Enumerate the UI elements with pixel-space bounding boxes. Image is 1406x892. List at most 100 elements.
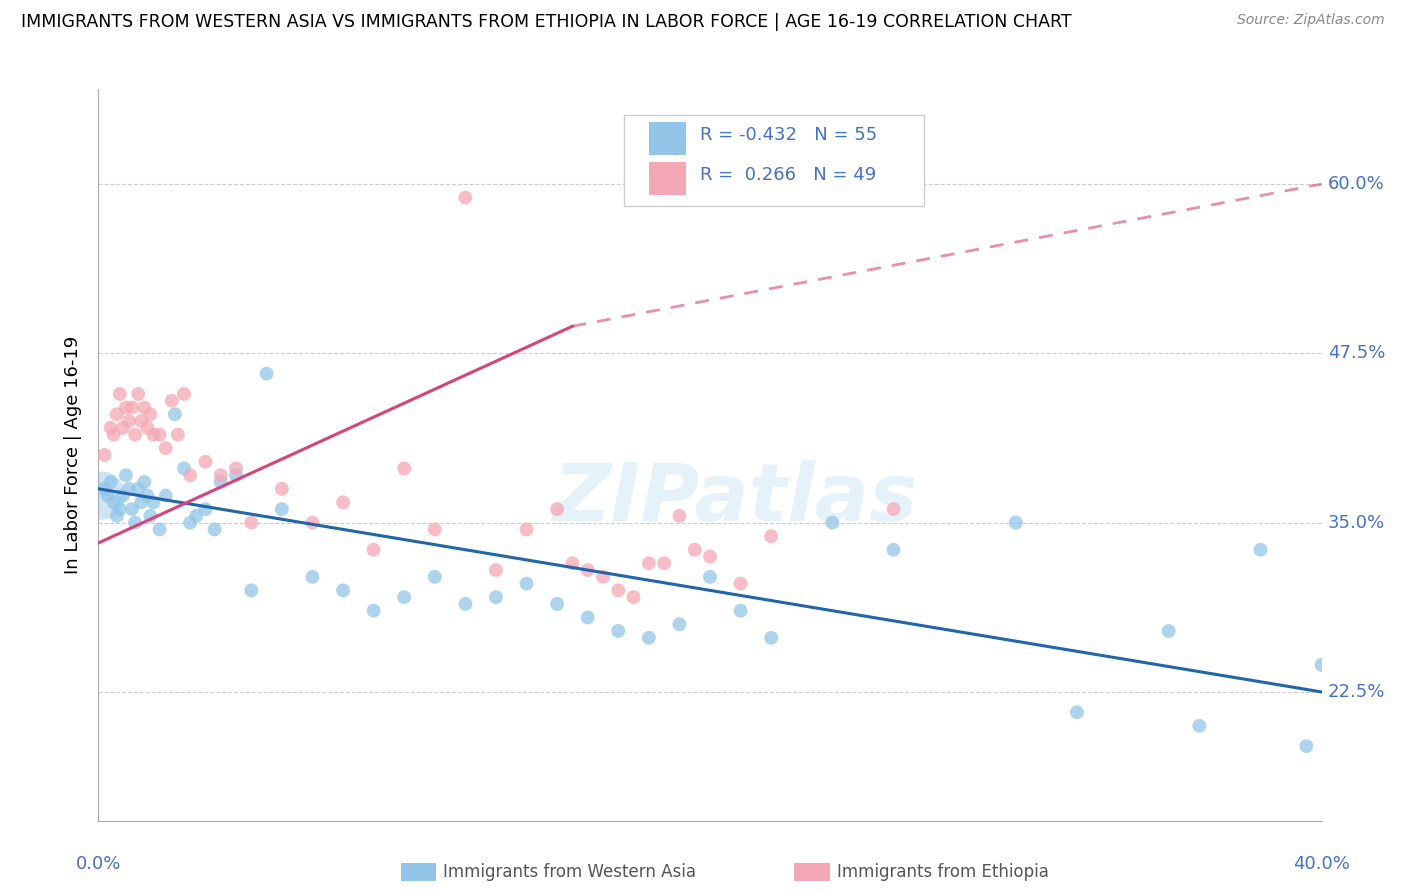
Text: 0.0%: 0.0% (76, 855, 121, 872)
Point (209, 468, 232, 483)
Point (136, 421, 159, 435)
Point (1188, 719, 1211, 733)
Point (142, 427, 165, 442)
Point (637, 631, 661, 645)
Point (546, 502, 568, 516)
Point (759, 529, 782, 543)
Point (1004, 516, 1026, 530)
Point (668, 617, 690, 632)
Point (883, 542, 905, 557)
Point (100, 475, 122, 489)
Point (576, 563, 599, 577)
Point (363, 542, 385, 557)
Point (121, 401, 143, 415)
Point (730, 576, 752, 591)
Point (423, 570, 446, 584)
Point (301, 516, 323, 530)
Point (136, 489, 159, 503)
Point (1157, 624, 1180, 638)
Point (546, 597, 568, 611)
Text: 35.0%: 35.0% (1327, 514, 1385, 532)
Point (607, 583, 630, 598)
Point (118, 414, 141, 428)
Point (1310, 657, 1333, 672)
Point (97, 489, 120, 503)
Text: R = -0.432   N = 55: R = -0.432 N = 55 (700, 126, 877, 144)
Point (186, 508, 208, 523)
Point (576, 610, 599, 624)
Text: 47.5%: 47.5% (1327, 344, 1385, 362)
Point (105, 407, 128, 421)
Point (173, 461, 195, 475)
Point (301, 570, 323, 584)
Point (115, 401, 138, 415)
Text: Source: ZipAtlas.com: Source: ZipAtlas.com (1237, 13, 1385, 28)
Text: Immigrants from Ethiopia: Immigrants from Ethiopia (837, 863, 1049, 881)
Point (115, 468, 138, 483)
Point (149, 523, 172, 537)
Point (127, 482, 149, 496)
Point (129, 414, 152, 428)
Point (454, 597, 477, 611)
Point (111, 421, 134, 435)
Point (821, 516, 844, 530)
Point (699, 549, 721, 564)
Point (668, 508, 690, 523)
Text: R =  0.266   N = 49: R = 0.266 N = 49 (700, 166, 876, 184)
Point (142, 495, 165, 509)
Point (423, 523, 446, 537)
Point (392, 461, 416, 475)
Point (270, 502, 292, 516)
Point (173, 387, 195, 401)
Point (124, 427, 146, 442)
Point (1295, 739, 1317, 753)
Point (485, 590, 508, 604)
Point (103, 495, 125, 509)
Point (105, 508, 128, 523)
Text: Immigrants from Western Asia: Immigrants from Western Asia (443, 863, 696, 881)
Point (149, 427, 172, 442)
Point (93, 482, 115, 496)
Point (256, 367, 278, 381)
Point (194, 455, 217, 469)
Point (108, 387, 131, 401)
Point (155, 441, 177, 455)
Point (683, 542, 706, 557)
Point (118, 482, 141, 496)
Point (592, 570, 614, 584)
Point (730, 604, 752, 618)
Point (129, 495, 152, 509)
Point (883, 502, 905, 516)
Point (1066, 706, 1088, 720)
Point (167, 427, 190, 442)
Point (637, 556, 661, 570)
Point (392, 590, 416, 604)
Text: 60.0%: 60.0% (1327, 175, 1385, 193)
Point (225, 461, 247, 475)
Text: ZIPatlas: ZIPatlas (553, 459, 917, 538)
Text: IMMIGRANTS FROM WESTERN ASIA VS IMMIGRANTS FROM ETHIOPIA IN LABOR FORCE | AGE 16: IMMIGRANTS FROM WESTERN ASIA VS IMMIGRAN… (21, 13, 1071, 31)
Point (155, 489, 177, 503)
Point (607, 624, 630, 638)
Point (1249, 542, 1271, 557)
Point (163, 407, 186, 421)
Point (124, 516, 146, 530)
Point (139, 508, 162, 523)
FancyBboxPatch shape (624, 115, 924, 206)
Point (93, 448, 115, 462)
Y-axis label: In Labor Force | Age 16-19: In Labor Force | Age 16-19 (65, 335, 83, 574)
Point (516, 523, 538, 537)
Point (516, 576, 538, 591)
Point (194, 502, 217, 516)
Point (270, 482, 292, 496)
Point (127, 387, 149, 401)
Point (139, 407, 162, 421)
Point (485, 563, 508, 577)
Text: 40.0%: 40.0% (1294, 855, 1350, 872)
Point (160, 393, 183, 408)
Point (623, 590, 645, 604)
Point (332, 495, 354, 509)
Bar (648, 162, 686, 195)
Point (699, 570, 721, 584)
Point (561, 556, 583, 570)
